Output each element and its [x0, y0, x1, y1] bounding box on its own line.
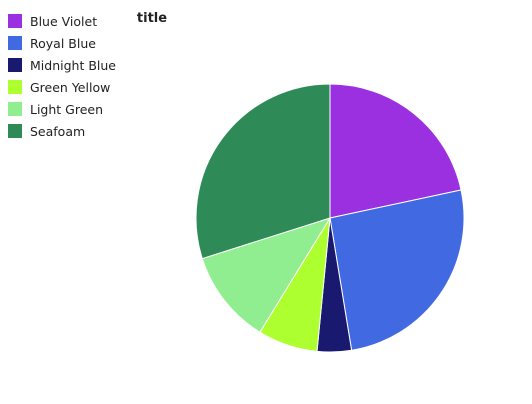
legend-label-blue-violet: Blue Violet — [30, 14, 97, 29]
legend: Blue Violet Royal Blue Midnight Blue Green … — [8, 14, 116, 139]
pie-slices — [195, 83, 465, 353]
legend-swatch-seafoam — [8, 124, 22, 138]
legend-label-seafoam: Seafoam — [30, 124, 85, 139]
legend-label-midnight-blue: Midnight Blue — [30, 58, 116, 73]
legend-swatch-light-green — [8, 102, 22, 116]
legend-swatch-green-yellow — [8, 80, 22, 94]
legend-label-royal-blue: Royal Blue — [30, 36, 96, 51]
chart-title: title — [137, 11, 167, 26]
pie-slice-royal-blue — [329, 189, 465, 351]
pie-slice-light-green — [201, 217, 332, 333]
pie-slice-blue-violet — [329, 83, 462, 219]
legend-label-light-green: Light Green — [30, 102, 103, 117]
pie-slice-seafoam — [195, 83, 331, 260]
legend-swatch-blue-violet — [8, 14, 22, 28]
legend-swatch-royal-blue — [8, 36, 22, 50]
legend-label-green-yellow: Green Yellow — [30, 80, 110, 95]
legend-swatch-midnight-blue — [8, 58, 22, 72]
